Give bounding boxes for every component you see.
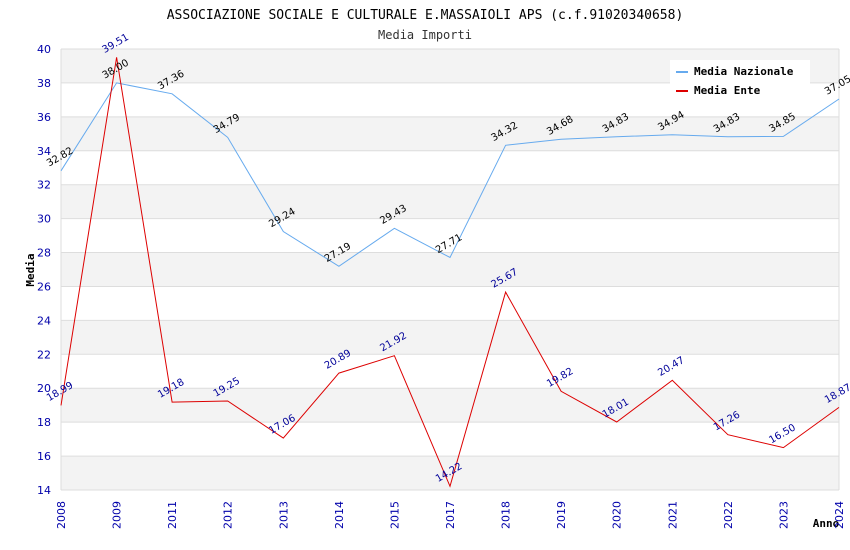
y-tick-label: 16	[37, 450, 51, 463]
series-line-media-ente	[60, 57, 840, 488]
x-tick-label: 2015	[388, 501, 401, 529]
data-label: 20.47	[656, 355, 686, 379]
y-tick-label: 18	[37, 416, 51, 429]
grid-band	[61, 252, 839, 287]
chart-title: ASSOCIAZIONE SOCIALE E CULTURALE E.MASSA…	[167, 8, 684, 23]
legend-label-media-ente: Media Ente	[694, 84, 761, 97]
x-tick-label: 2013	[277, 501, 290, 529]
y-tick-label: 22	[37, 348, 51, 361]
x-tick-label: 2008	[55, 501, 68, 529]
x-tick-label: 2019	[555, 501, 568, 529]
y-axis-label: Media	[24, 253, 37, 286]
series-line-media-nazionale	[60, 82, 840, 267]
y-tick-label: 14	[37, 484, 51, 497]
grid-band	[61, 184, 839, 219]
legend-label-media-nazionale: Media Nazionale	[694, 65, 794, 78]
x-tick-label: 2011	[166, 501, 179, 529]
x-tick-label: 2009	[111, 501, 124, 529]
grid-band	[61, 320, 839, 355]
x-tick-label: 2012	[222, 501, 235, 529]
x-tick-label: 2018	[500, 501, 513, 529]
chart-subtitle: Media Importi	[378, 28, 472, 42]
y-tick-label: 30	[37, 213, 51, 226]
y-tick-label: 32	[37, 179, 51, 192]
y-tick-label: 36	[37, 111, 51, 124]
grid-band	[61, 456, 839, 490]
x-tick-label: 2014	[333, 501, 346, 529]
x-axis-ticks: 2008 2009 2011 2012 2013 2014 2015 2017 2018 2019…	[55, 501, 846, 529]
x-tick-label: 2022	[722, 501, 735, 529]
x-tick-label: 2021	[666, 501, 679, 529]
y-tick-label: 34	[37, 145, 51, 158]
x-tick-label: 2024	[833, 501, 846, 529]
y-tick-label: 20	[37, 382, 51, 395]
y-tick-label: 28	[37, 247, 51, 260]
grid-lines	[60, 48, 840, 491]
x-tick-label: 2020	[611, 501, 624, 529]
legend-box	[670, 60, 810, 102]
y-tick-label: 24	[37, 314, 51, 327]
y-tick-label: 40	[37, 43, 51, 56]
grid-band	[61, 116, 839, 151]
y-tick-label: 26	[37, 280, 51, 293]
series-lines	[60, 57, 840, 488]
grid-bands	[61, 49, 839, 490]
data-label: 19.82	[545, 366, 575, 390]
y-tick-label: 38	[37, 77, 51, 90]
x-axis-label: Anno	[813, 517, 840, 530]
data-label: 16.50	[767, 422, 797, 446]
x-tick-label: 2017	[444, 501, 457, 529]
legend: Media Nazionale Media Ente	[670, 60, 810, 102]
y-axis-ticks: 14 16 18 20 22 24 26 28 30 32 34 36 38 40	[37, 43, 51, 497]
x-tick-label: 2023	[777, 501, 790, 529]
